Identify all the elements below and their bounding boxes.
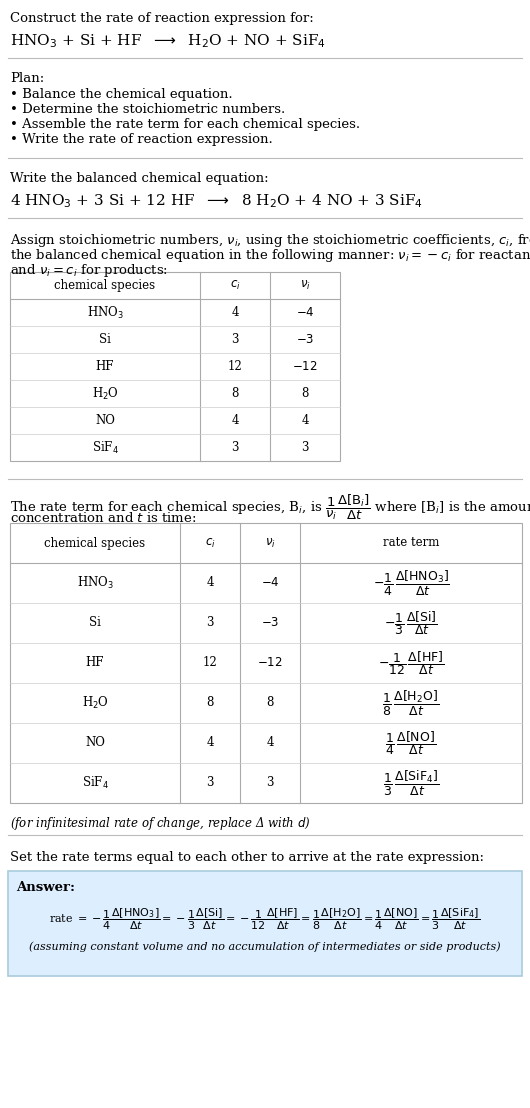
Text: $-4$: $-4$ bbox=[261, 576, 279, 589]
Text: $c_i$: $c_i$ bbox=[229, 279, 241, 293]
Text: the balanced chemical equation in the following manner: $\nu_i = -c_i$ for react: the balanced chemical equation in the fo… bbox=[10, 247, 530, 264]
Text: $-12$: $-12$ bbox=[257, 657, 283, 669]
Text: HF: HF bbox=[86, 657, 104, 669]
Text: Plan:: Plan: bbox=[10, 72, 44, 85]
FancyBboxPatch shape bbox=[8, 871, 522, 976]
Text: • Balance the chemical equation.: • Balance the chemical equation. bbox=[10, 88, 233, 101]
Text: 3: 3 bbox=[266, 777, 274, 790]
Text: (assuming constant volume and no accumulation of intermediates or side products): (assuming constant volume and no accumul… bbox=[29, 942, 501, 952]
Text: H$_2$O: H$_2$O bbox=[82, 695, 109, 711]
Text: (for infinitesimal rate of change, replace Δ with $d$): (for infinitesimal rate of change, repla… bbox=[10, 815, 311, 832]
Text: Answer:: Answer: bbox=[16, 881, 75, 894]
Text: 4: 4 bbox=[206, 576, 214, 589]
Text: • Determine the stoichiometric numbers.: • Determine the stoichiometric numbers. bbox=[10, 103, 285, 116]
Text: HNO$_3$ + Si + HF  $\longrightarrow$  H$_2$O + NO + SiF$_4$: HNO$_3$ + Si + HF $\longrightarrow$ H$_2… bbox=[10, 32, 326, 50]
Text: 12: 12 bbox=[227, 360, 242, 373]
Text: Si: Si bbox=[99, 334, 111, 346]
Text: 4: 4 bbox=[231, 414, 239, 427]
Text: NO: NO bbox=[95, 414, 115, 427]
Text: 3: 3 bbox=[206, 616, 214, 629]
Text: 8: 8 bbox=[206, 697, 214, 709]
Text: 8: 8 bbox=[231, 387, 239, 400]
Text: 4: 4 bbox=[231, 306, 239, 319]
Text: SiF$_4$: SiF$_4$ bbox=[82, 774, 109, 791]
Text: $-\dfrac{1}{12}\,\dfrac{\Delta[\mathrm{HF}]}{\Delta t}$: $-\dfrac{1}{12}\,\dfrac{\Delta[\mathrm{H… bbox=[377, 649, 445, 677]
Text: $-3$: $-3$ bbox=[296, 334, 314, 346]
Text: 4: 4 bbox=[206, 737, 214, 749]
Text: Write the balanced chemical equation:: Write the balanced chemical equation: bbox=[10, 172, 269, 185]
Text: chemical species: chemical species bbox=[55, 279, 156, 293]
Text: 8: 8 bbox=[302, 387, 308, 400]
Text: rate term: rate term bbox=[383, 536, 439, 550]
Text: $-12$: $-12$ bbox=[292, 360, 318, 373]
Text: chemical species: chemical species bbox=[45, 536, 146, 550]
Text: • Write the rate of reaction expression.: • Write the rate of reaction expression. bbox=[10, 133, 273, 146]
Text: 4: 4 bbox=[301, 414, 309, 427]
Text: Si: Si bbox=[89, 616, 101, 629]
Text: $-\dfrac{1}{4}\,\dfrac{\Delta[\mathrm{HNO_3}]}{\Delta t}$: $-\dfrac{1}{4}\,\dfrac{\Delta[\mathrm{HN… bbox=[373, 568, 449, 597]
Text: HF: HF bbox=[96, 360, 114, 373]
Text: Set the rate terms equal to each other to arrive at the rate expression:: Set the rate terms equal to each other t… bbox=[10, 851, 484, 864]
Text: 4: 4 bbox=[266, 737, 274, 749]
Text: SiF$_4$: SiF$_4$ bbox=[92, 440, 118, 455]
Text: 3: 3 bbox=[301, 441, 309, 454]
Text: 8: 8 bbox=[266, 697, 273, 709]
Text: The rate term for each chemical species, B$_i$, is $\dfrac{1}{\nu_i}\dfrac{\Delt: The rate term for each chemical species,… bbox=[10, 493, 530, 522]
Text: 3: 3 bbox=[231, 441, 239, 454]
Text: $-4$: $-4$ bbox=[296, 306, 314, 319]
Text: Construct the rate of reaction expression for:: Construct the rate of reaction expressio… bbox=[10, 12, 314, 25]
Text: rate $= -\dfrac{1}{4}\dfrac{\Delta[\mathrm{HNO_3}]}{\Delta t} = -\dfrac{1}{3}\df: rate $= -\dfrac{1}{4}\dfrac{\Delta[\math… bbox=[49, 906, 481, 932]
Text: Assign stoichiometric numbers, $\nu_i$, using the stoichiometric coefficients, $: Assign stoichiometric numbers, $\nu_i$, … bbox=[10, 232, 530, 249]
Bar bbox=[10, 523, 522, 803]
Text: 12: 12 bbox=[202, 657, 217, 669]
Text: $-3$: $-3$ bbox=[261, 616, 279, 629]
Text: 4 HNO$_3$ + 3 Si + 12 HF  $\longrightarrow$  8 H$_2$O + 4 NO + 3 SiF$_4$: 4 HNO$_3$ + 3 Si + 12 HF $\longrightarro… bbox=[10, 192, 423, 209]
Text: • Assemble the rate term for each chemical species.: • Assemble the rate term for each chemic… bbox=[10, 117, 360, 131]
Text: $-\dfrac{1}{3}\,\dfrac{\Delta[\mathrm{Si}]}{\Delta t}$: $-\dfrac{1}{3}\,\dfrac{\Delta[\mathrm{Si… bbox=[384, 609, 438, 637]
Bar bbox=[10, 271, 340, 461]
Text: 3: 3 bbox=[231, 334, 239, 346]
Text: $\dfrac{1}{8}\,\dfrac{\Delta[\mathrm{H_2O}]}{\Delta t}$: $\dfrac{1}{8}\,\dfrac{\Delta[\mathrm{H_2… bbox=[383, 688, 439, 718]
Text: $\dfrac{1}{3}\,\dfrac{\Delta[\mathrm{SiF_4}]}{\Delta t}$: $\dfrac{1}{3}\,\dfrac{\Delta[\mathrm{SiF… bbox=[383, 769, 439, 798]
Text: $\dfrac{1}{4}\,\dfrac{\Delta[\mathrm{NO}]}{\Delta t}$: $\dfrac{1}{4}\,\dfrac{\Delta[\mathrm{NO}… bbox=[385, 729, 437, 757]
Text: $\nu_i$: $\nu_i$ bbox=[264, 536, 276, 550]
Text: HNO$_3$: HNO$_3$ bbox=[86, 305, 123, 320]
Text: $\nu_i$: $\nu_i$ bbox=[299, 279, 311, 293]
Text: 3: 3 bbox=[206, 777, 214, 790]
Text: H$_2$O: H$_2$O bbox=[92, 386, 119, 401]
Text: concentration and $t$ is time:: concentration and $t$ is time: bbox=[10, 511, 197, 525]
Text: HNO$_3$: HNO$_3$ bbox=[77, 575, 113, 591]
Text: NO: NO bbox=[85, 737, 105, 749]
Text: $c_i$: $c_i$ bbox=[205, 536, 215, 550]
Text: and $\nu_i = c_i$ for products:: and $\nu_i = c_i$ for products: bbox=[10, 261, 168, 279]
